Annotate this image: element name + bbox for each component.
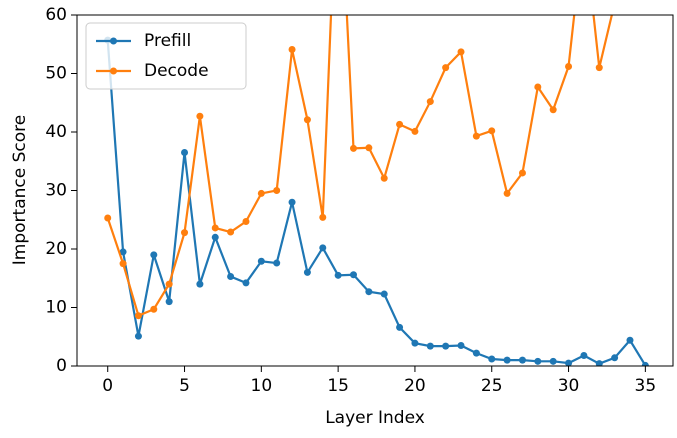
data-point bbox=[396, 323, 404, 331]
data-point bbox=[196, 112, 204, 120]
data-point bbox=[319, 213, 327, 221]
data-line bbox=[106, 15, 613, 318]
data-point bbox=[134, 312, 142, 320]
x-tick-label: 15 bbox=[327, 376, 349, 396]
data-point bbox=[257, 189, 265, 197]
data-point bbox=[411, 127, 419, 135]
data-point bbox=[319, 244, 327, 252]
data-point bbox=[380, 290, 388, 298]
data-point bbox=[288, 46, 296, 54]
data-point bbox=[380, 174, 388, 182]
y-tick-label: 40 bbox=[45, 122, 67, 142]
data-point bbox=[273, 259, 281, 267]
legend-label: Prefill bbox=[144, 31, 191, 51]
data-point bbox=[595, 360, 603, 366]
x-tick-label: 10 bbox=[251, 376, 273, 396]
y-tick-label: 60 bbox=[45, 5, 67, 25]
data-point bbox=[580, 351, 588, 359]
y-axis-label: Importance Score bbox=[10, 115, 30, 265]
data-point bbox=[257, 257, 265, 265]
data-point bbox=[150, 305, 158, 313]
data-point bbox=[242, 218, 250, 226]
y-tick-label: 50 bbox=[45, 64, 67, 84]
data-point bbox=[181, 229, 189, 237]
legend-marker bbox=[110, 67, 117, 75]
data-point bbox=[457, 342, 465, 350]
data-point bbox=[227, 272, 235, 280]
y-tick-label: 30 bbox=[45, 181, 67, 201]
data-point bbox=[488, 355, 496, 363]
data-point bbox=[150, 251, 158, 259]
data-point bbox=[181, 148, 189, 156]
data-point bbox=[518, 169, 526, 177]
data-point bbox=[518, 356, 526, 364]
data-point bbox=[565, 359, 573, 366]
data-point bbox=[611, 0, 618, 7]
data-point bbox=[196, 280, 204, 288]
data-point bbox=[211, 224, 219, 232]
data-point bbox=[242, 279, 250, 287]
data-point bbox=[104, 214, 112, 222]
data-point bbox=[365, 288, 373, 296]
data-point bbox=[396, 120, 404, 128]
data-point bbox=[442, 64, 450, 72]
x-tick-label: 0 bbox=[102, 376, 113, 396]
data-point bbox=[641, 361, 649, 366]
data-point bbox=[334, 271, 342, 279]
plot-frame bbox=[76, 14, 674, 367]
data-point bbox=[472, 132, 480, 140]
data-point bbox=[426, 98, 434, 106]
data-point bbox=[349, 271, 357, 279]
data-point bbox=[503, 189, 511, 197]
data-point bbox=[488, 127, 496, 135]
x-tick-label: 20 bbox=[404, 376, 426, 396]
data-point bbox=[365, 144, 373, 152]
data-point bbox=[349, 144, 357, 152]
data-point bbox=[273, 187, 281, 194]
legend-marker bbox=[110, 37, 117, 45]
data-point bbox=[626, 336, 634, 344]
data-point bbox=[472, 349, 480, 357]
legend-label: Decode bbox=[144, 61, 209, 81]
x-tick-label: 5 bbox=[179, 376, 190, 396]
x-tick-label: 30 bbox=[558, 376, 580, 396]
y-tick-label: 0 bbox=[56, 356, 67, 376]
data-point bbox=[534, 357, 542, 365]
data-point bbox=[288, 198, 296, 206]
data-point bbox=[134, 332, 142, 340]
data-point bbox=[442, 342, 450, 350]
data-point bbox=[503, 356, 511, 364]
data-point bbox=[165, 298, 173, 306]
data-point bbox=[303, 116, 311, 124]
x-axis-label: Layer Index bbox=[325, 408, 425, 428]
data-point bbox=[119, 248, 127, 256]
data-point bbox=[165, 280, 173, 288]
data-point bbox=[549, 357, 557, 365]
data-point bbox=[595, 64, 603, 72]
data-point bbox=[457, 48, 465, 56]
data-point bbox=[211, 233, 219, 241]
data-point bbox=[411, 339, 419, 347]
data-point bbox=[426, 342, 434, 350]
data-point bbox=[227, 228, 235, 236]
x-tick-label: 35 bbox=[635, 376, 657, 396]
y-tick-label: 10 bbox=[45, 298, 67, 318]
y-tick-label: 20 bbox=[45, 239, 67, 259]
plot-area bbox=[104, 0, 649, 366]
data-point bbox=[549, 106, 557, 114]
data-point bbox=[119, 260, 127, 268]
data-point bbox=[565, 62, 573, 70]
data-point bbox=[534, 83, 542, 91]
x-tick-label: 25 bbox=[481, 376, 503, 396]
data-point bbox=[303, 268, 311, 276]
data-point bbox=[611, 354, 619, 362]
legend-box bbox=[85, 22, 247, 90]
